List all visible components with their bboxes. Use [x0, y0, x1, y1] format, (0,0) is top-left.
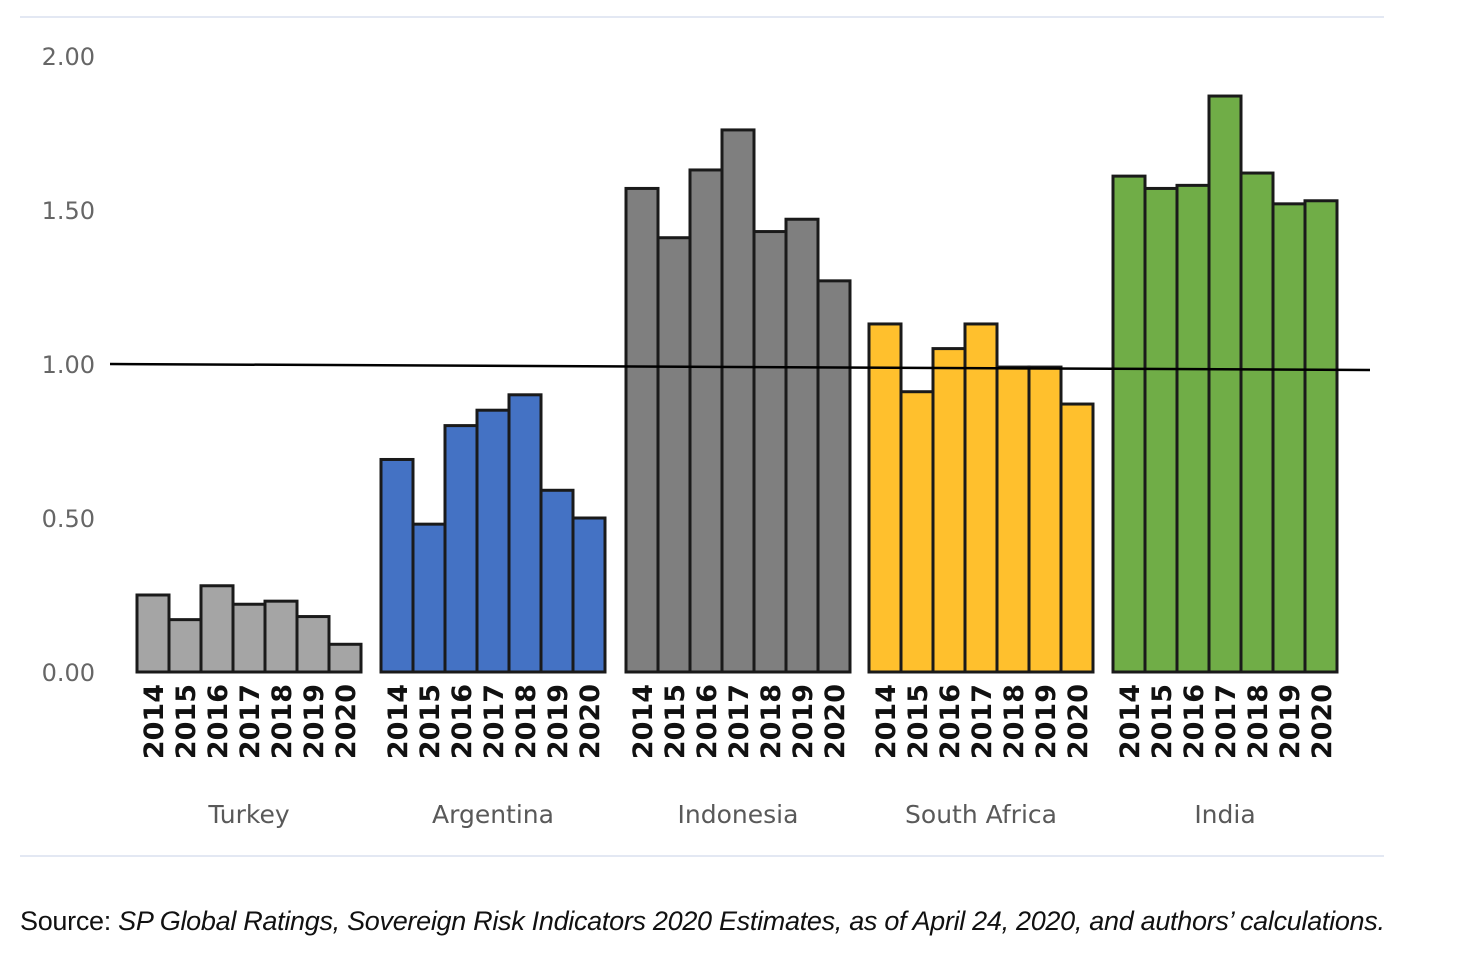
bar: [1207, 94, 1243, 674]
bar: [995, 365, 1031, 674]
bar: [571, 516, 607, 674]
x-tick-label: 2018: [511, 684, 542, 759]
x-tick-label: 2015: [415, 684, 446, 759]
x-tick-label: 2020: [331, 684, 362, 759]
x-tick-label: 2020: [1307, 684, 1338, 759]
x-tick-label: 2019: [543, 684, 574, 759]
bar: [539, 488, 575, 674]
x-tick-label: 2019: [1275, 684, 1306, 759]
y-tick-label: 1.00: [42, 351, 95, 379]
chart-area: 0.00 0.50 1.00 1.50 2.00 2014 2015 2016 2017 201…: [20, 16, 1384, 857]
x-tick-label: 2017: [479, 684, 510, 759]
x-tick-label: 2015: [1147, 684, 1178, 759]
source-prefix: Source:: [20, 906, 119, 936]
x-tick-label: 2014: [383, 684, 414, 759]
source-text: SP Global Ratings, Sovereign Risk Indica…: [118, 906, 1385, 936]
bar: [507, 393, 543, 674]
source-note: Source: SP Global Ratings, Sovereign Ris…: [20, 906, 1385, 937]
bar: [231, 602, 267, 674]
x-tick-label: 2017: [724, 684, 755, 759]
x-tick-label: 2017: [967, 684, 998, 759]
bar: [1175, 183, 1211, 674]
top-divider: [20, 16, 1384, 18]
x-tick-label: 2017: [1211, 684, 1242, 759]
x-tick-label: 2014: [139, 684, 170, 759]
x-tick-label: 2016: [1179, 684, 1210, 759]
x-tick-label: 2015: [171, 684, 202, 759]
bar: [899, 390, 935, 674]
bar: [688, 168, 724, 674]
x-axis-tick-labels: 2014 2015 2016 2017 2018 2019 2020 2014 2015 2016…: [139, 684, 1338, 759]
group-labels: Turkey Argentina Indonesia South Africa Indi…: [207, 800, 1255, 829]
y-axis-tick-labels: 0.00 0.50 1.00 1.50 2.00: [42, 43, 95, 687]
bar: [1111, 174, 1147, 674]
x-tick-label: 2019: [788, 684, 819, 759]
x-tick-label: 2014: [871, 684, 902, 759]
reference-line-group: [109, 362, 1371, 372]
x-tick-label: 2018: [267, 684, 298, 759]
bar: [475, 408, 511, 674]
bar: [931, 347, 967, 674]
bar: [1059, 402, 1095, 674]
y-tick-label: 1.50: [42, 197, 95, 225]
x-tick-label: 2020: [575, 684, 606, 759]
bars: [135, 94, 1339, 674]
group-label: Argentina: [432, 800, 554, 829]
bar: [1143, 186, 1179, 674]
group-label: Turkey: [207, 800, 290, 829]
x-tick-label: 2014: [1115, 684, 1146, 759]
bottom-divider: [20, 855, 1384, 857]
x-tick-label: 2015: [660, 684, 691, 759]
bar: [624, 186, 660, 674]
x-tick-label: 2016: [692, 684, 723, 759]
bar: [656, 236, 692, 674]
x-tick-label: 2016: [447, 684, 478, 759]
group-label: India: [1194, 800, 1255, 829]
bar: [1239, 171, 1275, 674]
bar: [443, 424, 479, 674]
bar: [379, 457, 415, 674]
x-tick-label: 2018: [1243, 684, 1274, 759]
x-tick-label: 2020: [1063, 684, 1094, 759]
bar-chart: 0.000.501.001.502.00 2014 2015 2016 2017 201…: [42, 43, 1371, 829]
bar: [411, 522, 447, 674]
x-tick-label: 2016: [203, 684, 234, 759]
bar: [752, 230, 788, 674]
x-tick-label: 2018: [756, 684, 787, 759]
x-tick-label: 2016: [935, 684, 966, 759]
bar: [1303, 199, 1339, 674]
x-tick-label: 2019: [299, 684, 330, 759]
x-tick-label: 2017: [235, 684, 266, 759]
x-tick-label: 2020: [820, 684, 851, 759]
y-tick-label: 0.00: [42, 659, 95, 687]
bar: [1271, 202, 1307, 674]
x-tick-label: 2019: [1031, 684, 1062, 759]
x-tick-label: 2015: [903, 684, 934, 759]
group-label: Indonesia: [678, 800, 799, 829]
x-tick-label: 2014: [628, 684, 659, 759]
y-tick-label: 0.50: [42, 505, 95, 533]
group-label: South Africa: [905, 800, 1057, 829]
bar: [816, 279, 852, 674]
bar: [263, 599, 299, 674]
x-tick-label: 2018: [999, 684, 1030, 759]
bar: [867, 322, 903, 674]
y-tick-label: 2.00: [42, 43, 95, 71]
bar: [1027, 365, 1063, 674]
reference-line: [109, 362, 1371, 372]
bar: [784, 217, 820, 674]
bar: [327, 642, 363, 674]
bar: [135, 593, 171, 674]
bar: [167, 618, 203, 674]
bar: [720, 128, 756, 674]
bar: [963, 322, 999, 674]
bar: [295, 615, 331, 674]
bar: [199, 584, 235, 674]
